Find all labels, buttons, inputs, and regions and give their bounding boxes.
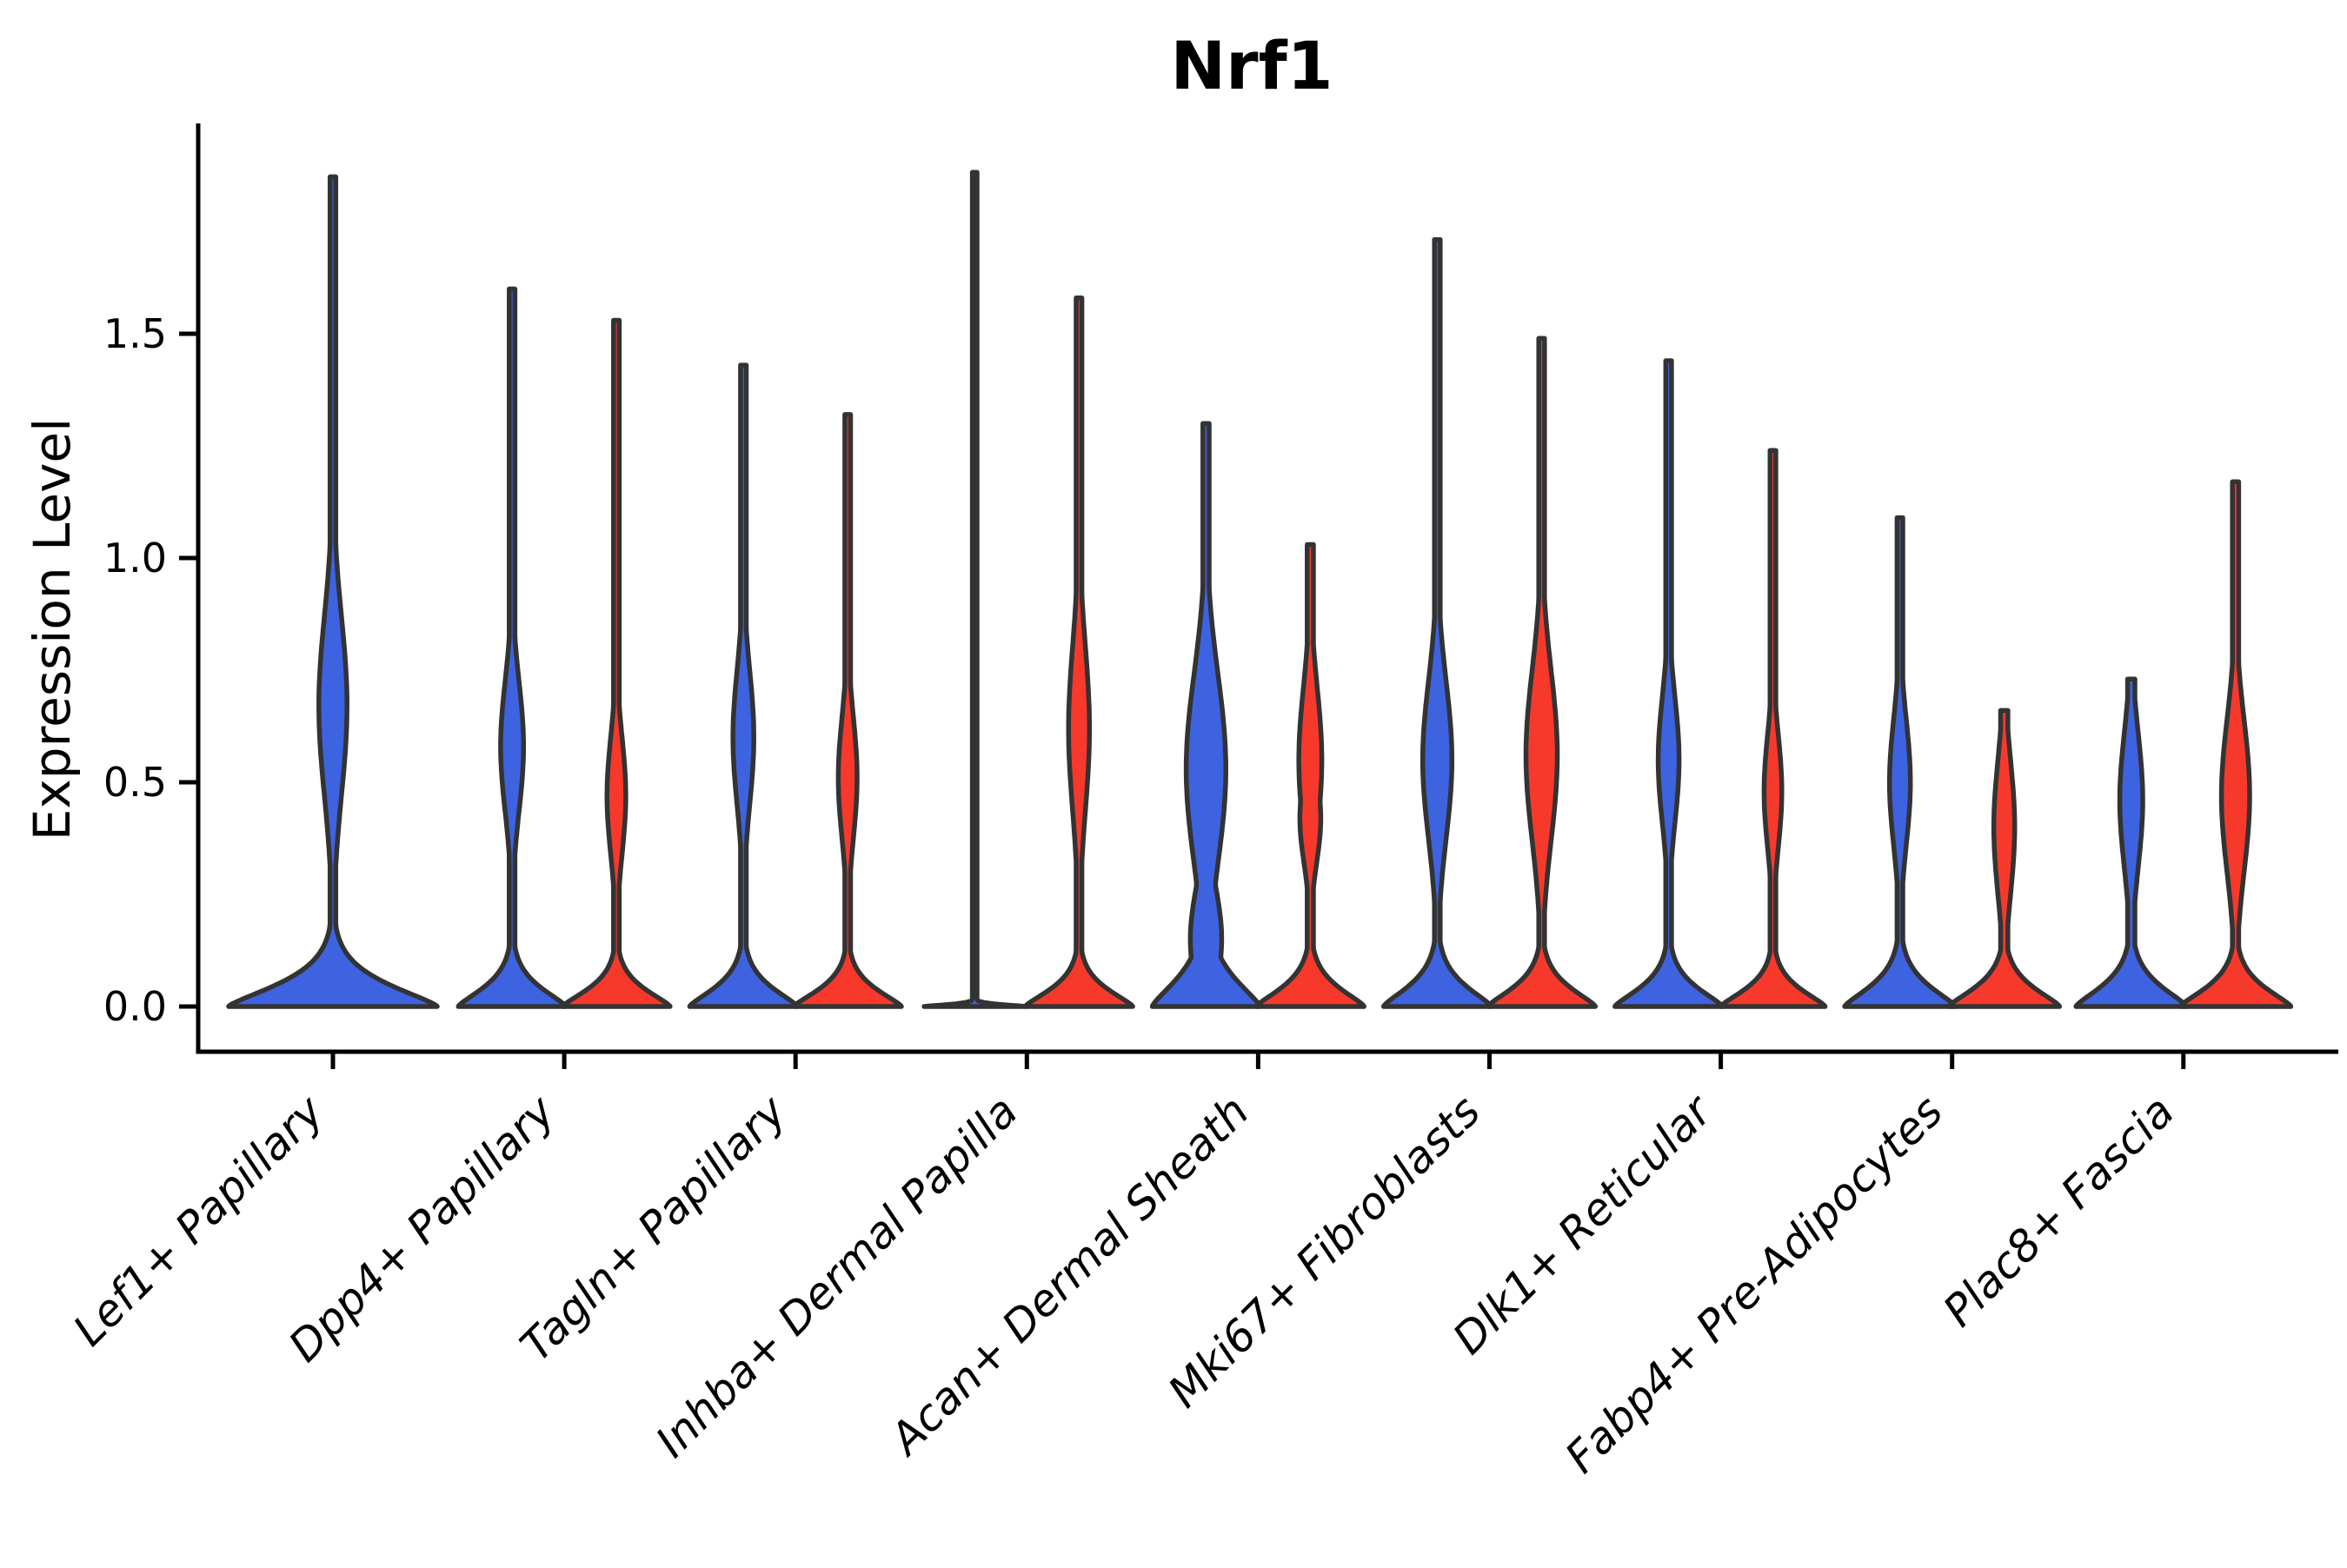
- chart-title: Nrf1: [1170, 27, 1333, 104]
- violin-mki67-fibroblasts-red: [1485, 336, 1599, 1009]
- violin-fabp4-pre-adipocytes-red: [1946, 708, 2063, 1009]
- x-tick-label-plac8-fascia: Plac8+ Fascia: [1933, 1086, 2184, 1336]
- violin-dlk1-reticular-blue: [1612, 358, 1725, 1009]
- violin-acan-dermal-sheath-blue: [1149, 421, 1262, 1009]
- violin-tagln-papillary-blue: [687, 362, 800, 1009]
- violin-tagln-papillary-red: [791, 412, 904, 1009]
- violin-lef1-papillary-blue: [226, 174, 440, 1009]
- x-tick-label-fabp4-pre-adipocytes: Fabp4+ Pre-Adipocytes: [1556, 1086, 1953, 1483]
- y-tick-label: 0.0: [103, 983, 167, 1030]
- violin-inhba-dermal-papilla-red: [1022, 295, 1135, 1009]
- y-tick-label: 0.5: [103, 759, 167, 806]
- violin-plac8-fascia-blue: [2073, 676, 2190, 1009]
- violin-inhba-dermal-papilla-blue: [921, 169, 1028, 1009]
- violin-mki67-fibroblasts-blue: [1380, 236, 1494, 1009]
- y-tick-label: 1.0: [103, 535, 167, 581]
- violin-fabp4-pre-adipocytes-blue: [1842, 515, 1958, 1009]
- violin-dpp4-papillary-blue: [455, 286, 568, 1009]
- violin-dpp4-papillary-red: [560, 317, 673, 1009]
- violin-acan-dermal-sheath-red: [1253, 541, 1366, 1009]
- violins-layer: [226, 169, 2294, 1009]
- y-tick-label: 1.5: [103, 310, 167, 357]
- violin-plac8-fascia-red: [2177, 479, 2294, 1009]
- violin-dlk1-reticular-red: [1718, 448, 1828, 1009]
- y-axis-label: Expression Level: [23, 418, 82, 840]
- x-tick-label-lef1-papillary: Lef1+ Papillary: [63, 1085, 334, 1355]
